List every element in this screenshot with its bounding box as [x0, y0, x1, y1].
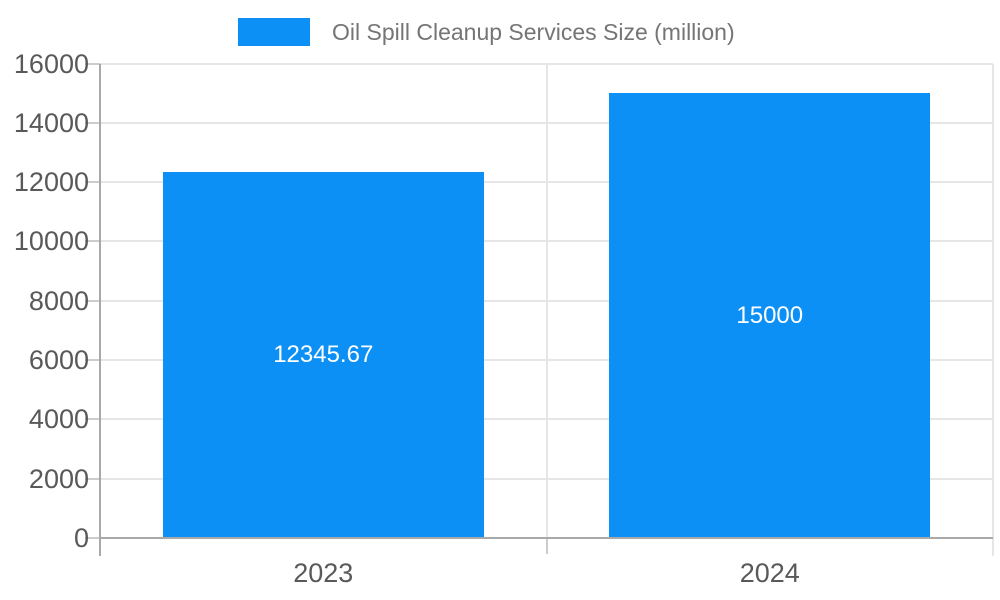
category-separator [545, 63, 548, 538]
y-axis-tick-label: 12000 [13, 167, 89, 198]
bar [609, 93, 931, 538]
y-axis-tick-label: 6000 [28, 345, 89, 376]
y-tick-mark [85, 181, 100, 184]
y-axis-line [99, 63, 101, 556]
y-tick-mark [85, 299, 100, 302]
bar-value-label: 12345.67 [273, 340, 374, 368]
category-separator-tick [545, 538, 548, 554]
y-axis-tick-label: 0 [73, 523, 89, 553]
y-tick-mark [85, 121, 100, 124]
y-axis-tick-label: 10000 [13, 226, 89, 257]
legend: Oil Spill Cleanup Services Size (million… [238, 18, 735, 46]
y-tick-mark [85, 359, 100, 362]
y-axis-tick-label: 14000 [13, 107, 89, 138]
x-axis-line [100, 537, 993, 539]
x-axis-tick-label: 2023 [293, 558, 354, 588]
y-axis-tick-label: 2000 [28, 463, 89, 494]
y-axis-tick-label: 8000 [28, 285, 89, 316]
y-tick-mark [85, 240, 100, 243]
legend-label: Oil Spill Cleanup Services Size (million… [332, 18, 735, 45]
x-axis-tick-label: 2024 [739, 558, 800, 588]
y-axis-tick-label: 4000 [28, 404, 89, 435]
y-axis-tick-label: 16000 [13, 48, 89, 79]
y-tick-mark [85, 537, 100, 539]
y-tick-mark [85, 477, 100, 480]
y-tick-mark [85, 62, 100, 65]
bar-value-label: 15000 [736, 301, 804, 329]
legend-swatch [238, 18, 310, 46]
plot-border-right [992, 63, 994, 556]
bar [162, 171, 484, 538]
y-tick-mark [85, 418, 100, 421]
